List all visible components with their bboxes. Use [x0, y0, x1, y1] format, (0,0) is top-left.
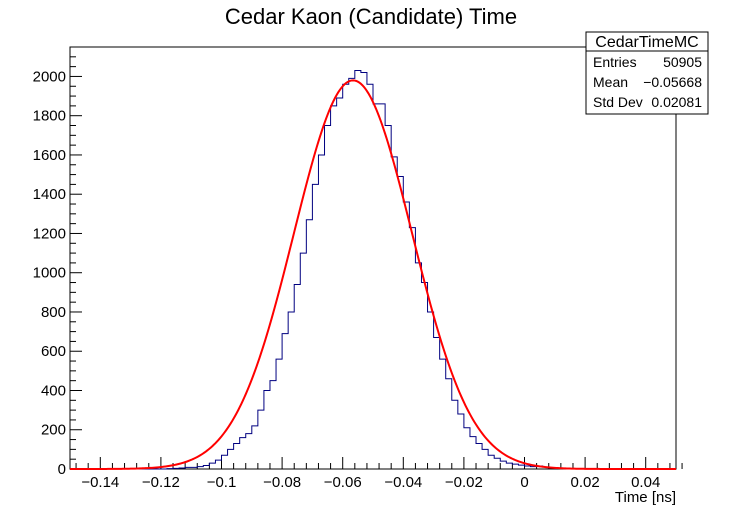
y-tick-label: 600 — [41, 343, 66, 360]
x-tick-label: −0.08 — [263, 474, 301, 491]
x-axis-title: Time [ns] — [615, 489, 676, 506]
x-tick-label: 0.04 — [631, 474, 660, 491]
stats-mean-value: −0.05668 — [643, 74, 702, 90]
stats-stddev-value: 0.02081 — [651, 94, 702, 110]
x-axis: −0.14 −0.12 −0.1 −0.08 −0.06 −0.04 −0.02 0 0.02 0… — [75, 457, 683, 491]
y-tick-label: 1400 — [33, 186, 66, 203]
x-tick-label: −0.12 — [142, 474, 180, 491]
x-tick-label: −0.02 — [445, 474, 483, 491]
histogram-line — [70, 70, 676, 470]
y-tick-label: 0 — [58, 461, 66, 478]
y-tick-label: 1800 — [33, 108, 66, 125]
x-tick-label: −0.04 — [384, 474, 422, 491]
gaussian-fit-series — [70, 79, 676, 470]
x-tick-label: −0.1 — [207, 474, 237, 491]
fit-curve — [70, 79, 676, 470]
stats-box-frame — [585, 31, 709, 115]
chart-title: Cedar Kaon (Candidate) Time — [225, 4, 517, 29]
stats-box-name: CedarTimeMC — [595, 34, 698, 51]
x-tick-label: 0.02 — [570, 474, 599, 491]
y-tick-label: 400 — [41, 382, 66, 399]
x-tick-label: 0 — [520, 474, 528, 491]
y-tick-label: 2000 — [33, 68, 66, 85]
y-tick-label: 1200 — [33, 225, 66, 242]
y-tick-label: 1600 — [33, 147, 66, 164]
stats-entries-label: Entries — [593, 54, 637, 70]
y-axis: 0 200 400 600 800 1000 1200 1400 1600 1800 2000 — [33, 46, 82, 478]
y-tick-label: 800 — [41, 304, 66, 321]
stats-entries-value: 50905 — [663, 54, 702, 70]
stats-stddev-label: Std Dev — [593, 94, 643, 110]
y-tick-label: 1000 — [33, 265, 66, 282]
x-tick-label: −0.14 — [81, 474, 119, 491]
plot-frame — [69, 46, 677, 470]
stats-box: CedarTimeMC Entries 50905 Mean −0.05668 … — [585, 31, 709, 115]
stats-mean-label: Mean — [593, 74, 628, 90]
histogram-series — [70, 70, 676, 470]
x-tick-label: −0.06 — [324, 474, 362, 491]
y-tick-label: 200 — [41, 422, 66, 439]
